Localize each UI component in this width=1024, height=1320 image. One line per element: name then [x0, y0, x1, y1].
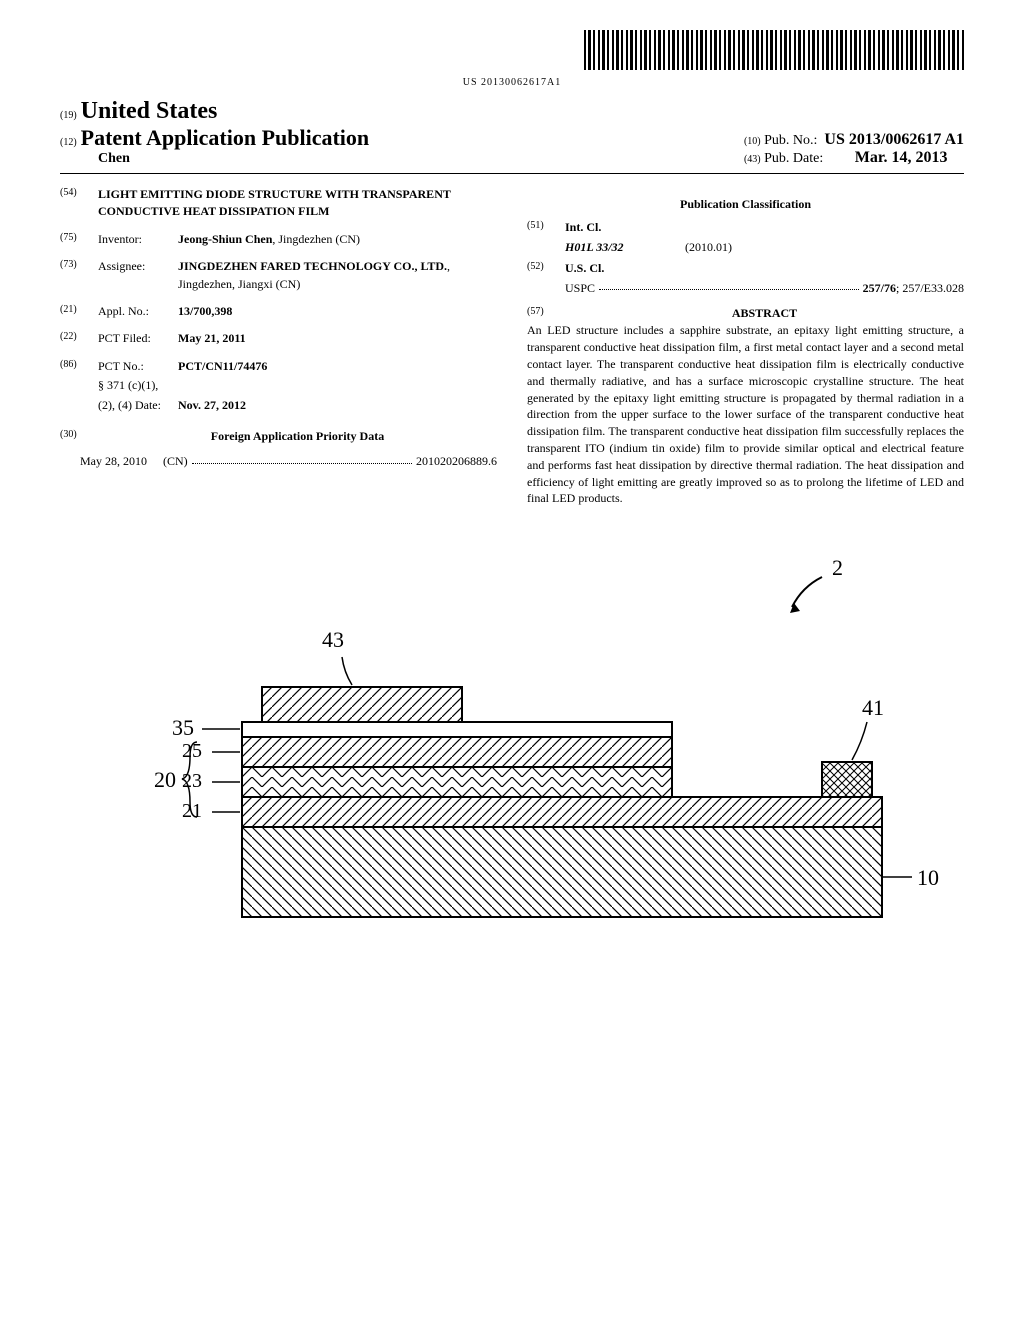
pub-date-label: Pub. Date:	[764, 151, 823, 166]
s371-date: Nov. 27, 2012	[178, 397, 246, 414]
patent-figure-svg: 2 43 41 10 35 20 25 23 21	[60, 547, 964, 967]
header-block: (19) United States (12) Patent Applicati…	[60, 98, 964, 167]
field-code-73: (73)	[60, 258, 98, 293]
fig-label-23: 23	[182, 770, 202, 792]
fig-label-43: 43	[322, 627, 344, 652]
fig-label-41: 41	[862, 695, 884, 720]
s371-date-label: (2), (4) Date:	[98, 397, 178, 414]
field-code-22: (22)	[60, 330, 98, 347]
uscl-value-bold: 257/76	[863, 281, 896, 295]
figure-area: 2 43 41 10 35 20 25 23 21	[60, 547, 964, 967]
foreign-appno: 201020206889.6	[416, 453, 497, 470]
abstract-code: (57)	[527, 305, 565, 322]
fig-label-21: 21	[182, 800, 202, 822]
foreign-date: May 28, 2010	[80, 453, 147, 470]
fig-label-35: 35	[172, 715, 194, 740]
fig-label-20: 20	[154, 767, 176, 792]
pub-no: US 2013/0062617 A1	[824, 131, 964, 148]
pctno-value: PCT/CN11/74476	[178, 358, 497, 375]
fig-label-25: 25	[182, 740, 202, 762]
barcode-section: US 20130062617A1	[60, 30, 964, 88]
field-code-54: (54)	[60, 186, 98, 221]
left-column: (54) LIGHT EMITTING DIODE STRUCTURE WITH…	[60, 186, 497, 507]
pub-date: Mar. 14, 2013	[855, 149, 948, 166]
field-code-75: (75)	[60, 231, 98, 248]
uscl-code: (52)	[527, 260, 565, 277]
s371-line: § 371 (c)(1),	[98, 377, 497, 394]
abstract-text: An LED structure includes a sapphire sub…	[527, 322, 964, 507]
dotted-leader	[192, 453, 412, 464]
inventor-label: Inventor:	[98, 231, 178, 248]
inventor-suffix: , Jingdezhen (CN)	[272, 232, 360, 246]
country-code: (19)	[60, 110, 77, 121]
intcl-year: (2010.01)	[685, 239, 732, 256]
intcl-code: (51)	[527, 219, 565, 236]
intcl-class: H01L 33/32	[565, 239, 685, 256]
foreign-heading: Foreign Application Priority Data	[98, 428, 497, 445]
pub-type: Patent Application Publication	[81, 125, 369, 150]
field-code-30: (30)	[60, 428, 98, 445]
pctfiled-label: PCT Filed:	[98, 330, 178, 347]
inventor-name: Jeong-Shiun Chen	[178, 232, 272, 246]
pub-no-code: (10)	[744, 136, 761, 147]
right-column: Publication Classification (51) Int. Cl.…	[527, 186, 964, 507]
fig-label-2: 2	[832, 555, 843, 580]
pctfiled-value: May 21, 2011	[178, 330, 497, 347]
uscl-prefix: USPC	[565, 280, 595, 297]
pub-type-code: (12)	[60, 137, 77, 148]
classification-heading: Publication Classification	[527, 196, 964, 213]
pub-date-code: (43)	[744, 154, 761, 165]
uscl-label: U.S. Cl.	[565, 260, 604, 277]
intcl-label: Int. Cl.	[565, 219, 601, 236]
invention-title: LIGHT EMITTING DIODE STRUCTURE WITH TRAN…	[98, 186, 497, 221]
assignee-label: Assignee:	[98, 258, 178, 293]
field-code-21: (21)	[60, 303, 98, 320]
barcode-graphic	[584, 30, 964, 70]
abstract-label: ABSTRACT	[565, 305, 964, 322]
pctno-label: PCT No.:	[98, 358, 178, 375]
dotted-leader-2	[599, 280, 859, 291]
fig-label-10: 10	[917, 865, 939, 890]
country-name: United States	[81, 98, 218, 124]
foreign-country: (CN)	[163, 453, 188, 470]
content-columns: (54) LIGHT EMITTING DIODE STRUCTURE WITH…	[60, 186, 964, 507]
field-code-86: (86)	[60, 358, 98, 375]
header-divider	[60, 173, 964, 174]
applno-label: Appl. No.:	[98, 303, 178, 320]
uscl-value-tail: ; 257/E33.028	[896, 281, 964, 295]
pub-no-label: Pub. No.:	[764, 133, 817, 148]
assignee-name: JINGDEZHEN FARED TECHNOLOGY CO., LTD.	[178, 259, 447, 273]
author-name: Chen	[98, 151, 369, 167]
applno-value: 13/700,398	[178, 303, 497, 320]
barcode-number: US 20130062617A1	[60, 77, 964, 88]
